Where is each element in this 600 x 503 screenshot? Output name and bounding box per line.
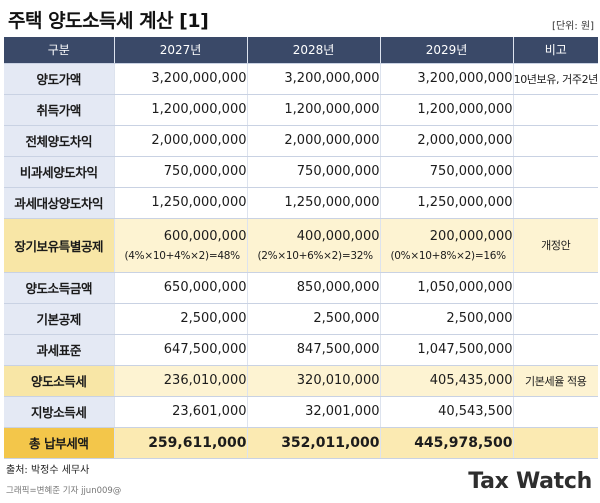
table-row: 양도소득금액 650,000,000 850,000,000 1,050,000… [4,272,598,304]
table-row-highlighted: 양도소득세 236,010,000 320,010,000 405,435,00… [4,365,598,397]
header-2029: 2029년 [380,37,514,64]
cell-2027: 3,200,000,000 [114,63,248,95]
row-label: 비과세양도차익 [4,156,115,188]
table-row-highlighted: 장기보유특별공제 600,000,000 (4%×10+4%×2)=48% 40… [4,218,598,273]
cell-2029: 2,000,000,000 [380,125,514,157]
cell-note [513,396,598,428]
cell-2027: 650,000,000 [114,272,248,304]
cell-rate-formula: (0%×10+8%×2)=16% [390,249,507,262]
cell-2029: 1,200,000,000 [380,94,514,126]
cell-2027: 600,000,000 (4%×10+4%×2)=48% [114,218,248,273]
header-category: 구분 [4,37,115,64]
cell-2029: 1,047,500,000 [380,334,514,366]
row-label: 양도가액 [4,63,115,95]
row-label: 전체양도차익 [4,125,115,157]
cell-note [513,187,598,219]
row-label: 장기보유특별공제 [4,218,115,273]
cell-2029: 750,000,000 [380,156,514,188]
cell-note [513,94,598,126]
table-row: 지방소득세 23,601,000 32,001,000 40,543,500 [4,396,598,428]
header-note: 비고 [513,37,598,64]
cell-rate-formula: (2%×10+6%×2)=32% [257,249,374,262]
cell-2027: 750,000,000 [114,156,248,188]
cell-note [513,303,598,335]
cell-note: 10년보유, 거주2년 [513,63,598,95]
cell-2028: 1,200,000,000 [247,94,381,126]
cell-2029: 3,200,000,000 [380,63,514,95]
table-row: 과세대상양도차익 1,250,000,000 1,250,000,000 1,2… [4,187,598,219]
table-row: 비과세양도차익 750,000,000 750,000,000 750,000,… [4,156,598,188]
table-row-total: 총 납부세액 259,611,000 352,011,000 445,978,5… [4,427,598,459]
row-label: 과세대상양도차익 [4,187,115,219]
cell-2029: 2,500,000 [380,303,514,335]
cell-2028: 847,500,000 [247,334,381,366]
cell-2028: 400,000,000 (2%×10+6%×2)=32% [247,218,381,273]
cell-2027: 647,500,000 [114,334,248,366]
cell-2027: 259,611,000 [114,427,248,459]
cell-2027: 236,010,000 [114,365,248,397]
table-row: 전체양도차익 2,000,000,000 2,000,000,000 2,000… [4,125,598,157]
cell-note [513,156,598,188]
logo-text-watch: Watch [515,469,592,494]
cell-value: 600,000,000 [163,228,247,244]
header-2028: 2028년 [247,37,381,64]
cell-2029: 405,435,000 [380,365,514,397]
row-label: 지방소득세 [4,396,115,428]
cell-2027: 1,200,000,000 [114,94,248,126]
row-label: 양도소득금액 [4,272,115,304]
cell-2028: 850,000,000 [247,272,381,304]
cell-2028: 2,000,000,000 [247,125,381,157]
cell-note [513,334,598,366]
page-title: 주택 양도소득세 계산 [1] [8,10,209,32]
row-label: 양도소득세 [4,365,115,397]
cell-2028: 352,011,000 [247,427,381,459]
cell-2028: 32,001,000 [247,396,381,428]
cell-2029: 1,050,000,000 [380,272,514,304]
cell-value: 200,000,000 [429,228,513,244]
graphic-credit: 그래픽=변혜준 기자 jjun009@ [6,486,122,496]
table-row: 양도가액 3,200,000,000 3,200,000,000 3,200,0… [4,63,598,95]
table-row: 취득가액 1,200,000,000 1,200,000,000 1,200,0… [4,94,598,126]
tax-table: 구분 2027년 2028년 2029년 비고 양도가액 3,200,000,0… [4,37,598,459]
cell-note [513,427,598,459]
source-text: 출처: 박정수 세무사 [6,465,90,476]
table-header-row: 구분 2027년 2028년 2029년 비고 [4,37,598,64]
table-row: 과세표준 647,500,000 847,500,000 1,047,500,0… [4,334,598,366]
cell-note [513,272,598,304]
row-label: 취득가액 [4,94,115,126]
cell-note: 기본세율 적용 [513,365,598,397]
cell-2028: 750,000,000 [247,156,381,188]
cell-2029: 445,978,500 [380,427,514,459]
cell-note: 개정안 [513,218,598,273]
cell-2028: 320,010,000 [247,365,381,397]
cell-2027: 23,601,000 [114,396,248,428]
cell-2029: 200,000,000 (0%×10+8%×2)=16% [380,218,514,273]
table-row: 기본공제 2,500,000 2,500,000 2,500,000 [4,303,598,335]
cell-2027: 1,250,000,000 [114,187,248,219]
row-label: 기본공제 [4,303,115,335]
cell-2029: 1,250,000,000 [380,187,514,219]
row-label: 총 납부세액 [4,427,115,459]
cell-2028: 2,500,000 [247,303,381,335]
cell-2029: 40,543,500 [380,396,514,428]
taxwatch-logo: Tax Watch [468,469,592,494]
cell-2028: 3,200,000,000 [247,63,381,95]
cell-note [513,125,598,157]
cell-2028: 1,250,000,000 [247,187,381,219]
header-2027: 2027년 [114,37,248,64]
cell-rate-formula: (4%×10+4%×2)=48% [124,249,241,262]
logo-text-tax: Tax [468,469,509,494]
cell-value: 400,000,000 [296,228,380,244]
cell-2027: 2,000,000,000 [114,125,248,157]
cell-2027: 2,500,000 [114,303,248,335]
unit-label: [단위: 원] [552,21,594,32]
row-label: 과세표준 [4,334,115,366]
